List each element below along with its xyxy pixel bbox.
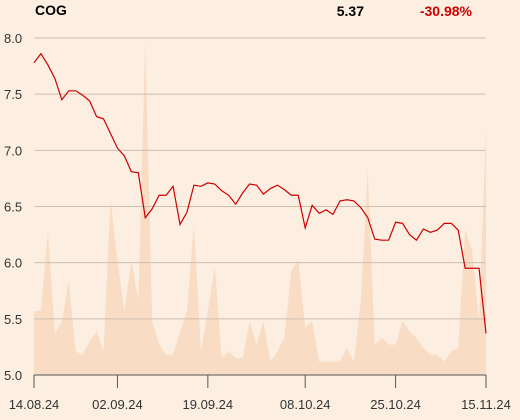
y-tick-label: 7.0 <box>4 143 22 158</box>
y-tick-label: 5.5 <box>4 312 22 327</box>
ticker: COG <box>35 2 67 18</box>
y-tick-label: 6.0 <box>4 256 22 271</box>
price: 5.37 <box>337 3 364 19</box>
y-tick-label: 6.5 <box>4 200 22 215</box>
x-tick-label: 19.09.24 <box>183 397 234 412</box>
x-tick-label: 14.08.24 <box>9 397 60 412</box>
y-tick-label: 7.5 <box>4 87 22 102</box>
change: -30.98% <box>420 3 473 19</box>
y-tick-label: 5.0 <box>4 368 22 383</box>
price-line <box>33 52 487 334</box>
x-tick-label: 08.10.24 <box>280 397 331 412</box>
x-tick-label: 02.09.24 <box>92 397 143 412</box>
x-tick-label: 15.11.24 <box>461 397 511 412</box>
x-tick-label: 25.10.24 <box>370 397 421 412</box>
volume-area <box>34 41 486 376</box>
y-tick-label: 8.0 <box>4 31 22 46</box>
